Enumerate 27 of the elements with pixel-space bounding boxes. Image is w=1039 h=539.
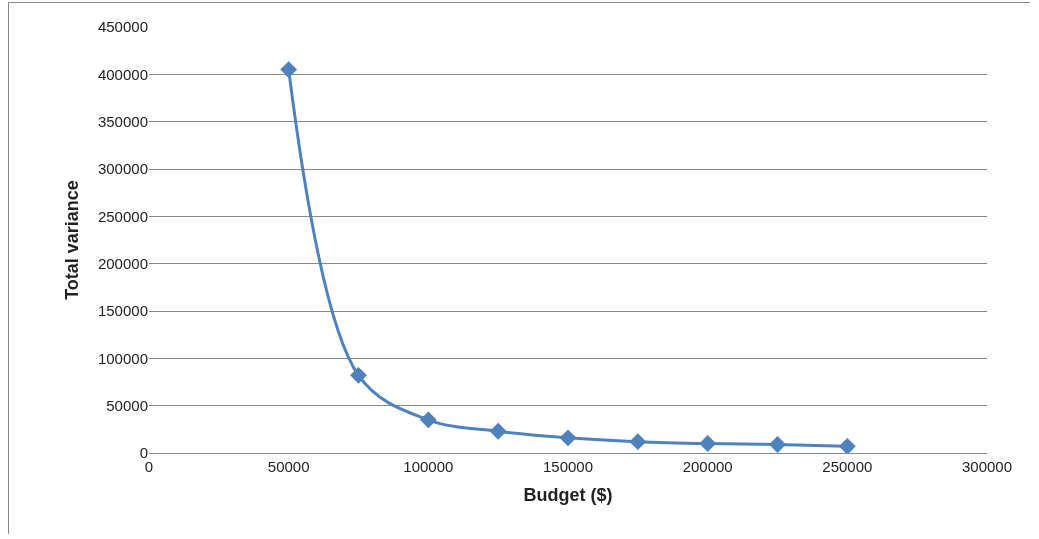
point: [769, 436, 786, 453]
x-tick-label: 100000: [403, 458, 454, 475]
y-tick-label: 400000: [97, 65, 148, 83]
point: [350, 366, 367, 384]
point: [280, 61, 298, 79]
point: [489, 422, 507, 440]
x-tick-label: 250000: [822, 458, 873, 475]
y-tick-label: 300000: [97, 160, 148, 178]
y-axis-title: Total variance: [62, 180, 83, 300]
y-tick-label: 50000: [106, 396, 148, 414]
point: [629, 433, 647, 451]
x-tick-label: 300000: [961, 458, 1013, 475]
point: [559, 429, 577, 447]
y-tick-label: 100000: [97, 349, 148, 367]
x-axis-title: Budget ($): [523, 485, 613, 506]
y-tick-label: 200000: [97, 254, 148, 272]
y-tick-label: 0: [139, 444, 148, 462]
point: [838, 437, 856, 453]
point: [419, 411, 437, 429]
x-tick-label: 50000: [267, 458, 310, 475]
x-tick-label: 150000: [542, 458, 594, 475]
point: [699, 435, 717, 452]
y-tick-label: 250000: [97, 207, 148, 225]
x-tick-label: 200000: [682, 458, 733, 475]
y-tick-label: 450000: [97, 18, 148, 36]
y-tick-label: 150000: [97, 302, 148, 320]
y-tick-label: 350000: [97, 112, 148, 130]
